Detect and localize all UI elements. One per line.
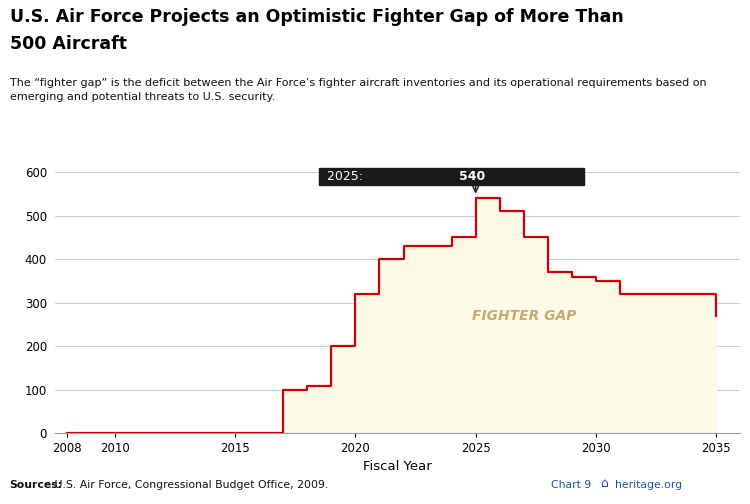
Text: Chart 9: Chart 9 xyxy=(551,480,592,490)
Text: 2025:: 2025: xyxy=(326,170,367,183)
Text: 500 Aircraft: 500 Aircraft xyxy=(10,35,127,53)
Text: The “fighter gap” is the deficit between the Air Force’s fighter aircraft invent: The “fighter gap” is the deficit between… xyxy=(10,78,706,102)
Text: U.S. Air Force, Congressional Budget Office, 2009.: U.S. Air Force, Congressional Budget Off… xyxy=(51,480,328,490)
Text: heritage.org: heritage.org xyxy=(615,480,682,490)
X-axis label: Fiscal Year: Fiscal Year xyxy=(363,460,432,473)
Text: 540: 540 xyxy=(459,170,485,183)
Text: FIGHTER GAP: FIGHTER GAP xyxy=(472,309,576,323)
Text: ⌂: ⌂ xyxy=(600,477,608,490)
Text: Sources:: Sources: xyxy=(10,480,63,490)
FancyBboxPatch shape xyxy=(320,168,584,185)
Text: U.S. Air Force Projects an Optimistic Fighter Gap of More Than: U.S. Air Force Projects an Optimistic Fi… xyxy=(10,8,623,26)
